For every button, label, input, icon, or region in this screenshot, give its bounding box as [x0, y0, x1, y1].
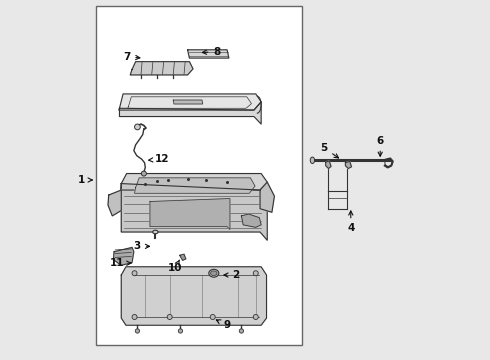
Text: 10: 10 [168, 260, 182, 273]
Polygon shape [173, 100, 203, 104]
Polygon shape [188, 50, 229, 58]
Polygon shape [180, 254, 186, 260]
Polygon shape [108, 190, 122, 216]
Circle shape [167, 315, 172, 319]
Circle shape [141, 171, 147, 176]
Text: 5: 5 [320, 143, 339, 158]
Text: 4: 4 [347, 211, 354, 233]
Circle shape [132, 271, 137, 276]
Text: 1: 1 [78, 175, 92, 185]
Polygon shape [122, 267, 267, 325]
Circle shape [178, 329, 183, 333]
Circle shape [132, 315, 137, 319]
Circle shape [253, 315, 258, 319]
Polygon shape [326, 161, 331, 168]
Polygon shape [119, 94, 261, 110]
Text: 9: 9 [216, 320, 231, 330]
Ellipse shape [310, 157, 315, 163]
Ellipse shape [209, 269, 219, 277]
Text: 7: 7 [123, 52, 140, 62]
Circle shape [210, 315, 215, 319]
Text: 11: 11 [110, 258, 131, 268]
Circle shape [135, 124, 140, 130]
Polygon shape [122, 182, 267, 240]
Ellipse shape [153, 230, 158, 234]
Text: 8: 8 [202, 46, 220, 57]
Circle shape [253, 271, 258, 276]
Text: 12: 12 [148, 154, 170, 164]
Polygon shape [345, 161, 351, 168]
Polygon shape [120, 102, 261, 124]
Ellipse shape [211, 271, 217, 275]
Circle shape [135, 329, 140, 333]
Polygon shape [135, 178, 255, 193]
Polygon shape [130, 62, 193, 75]
Polygon shape [121, 174, 267, 190]
Bar [96, 6, 302, 345]
Text: 3: 3 [134, 241, 149, 251]
Text: 2: 2 [224, 270, 240, 280]
Text: 6: 6 [377, 136, 384, 156]
Polygon shape [150, 199, 230, 229]
Polygon shape [260, 182, 274, 212]
Polygon shape [242, 214, 261, 227]
Circle shape [239, 329, 244, 333]
Polygon shape [113, 247, 134, 265]
